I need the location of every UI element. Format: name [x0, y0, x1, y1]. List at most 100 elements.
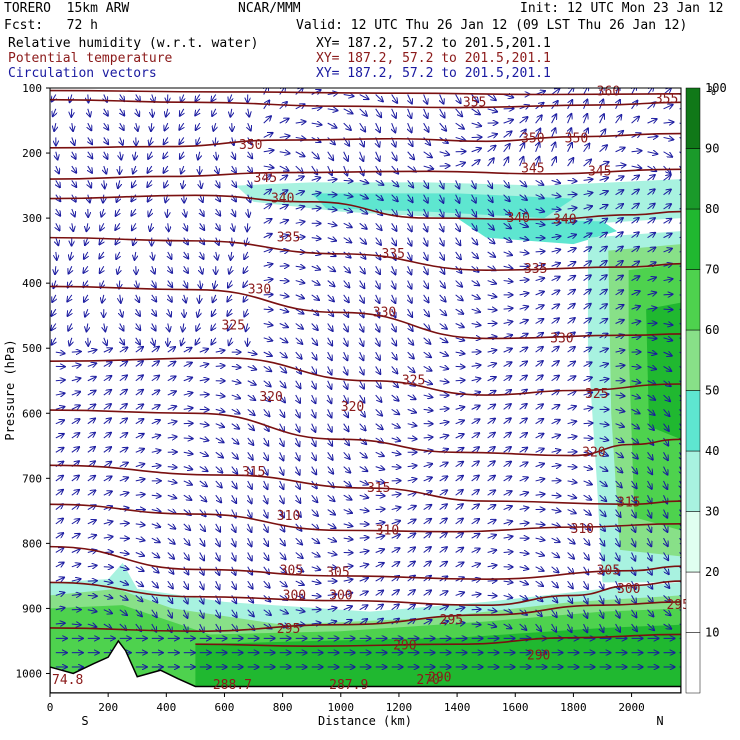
circulation-vector: [83, 265, 87, 273]
circulation-vector: [312, 366, 316, 374]
circulation-vector: [567, 235, 576, 238]
theta-label: 320: [259, 390, 282, 405]
circulation-vector: [295, 266, 305, 267]
y-tick-label: 200: [22, 147, 42, 160]
circulation-vector: [456, 223, 460, 231]
circulation-vector: [631, 291, 640, 295]
circulation-vector: [407, 323, 413, 330]
circulation-vector: [231, 366, 241, 367]
circulation-vector: [195, 94, 199, 102]
circulation-vector: [567, 452, 577, 453]
colorbar-swatch: [685, 390, 701, 452]
circulation-vector: [56, 251, 57, 260]
circulation-vector: [551, 209, 561, 210]
circulation-vector: [583, 348, 592, 353]
circulation-vector: [391, 151, 397, 161]
circulation-vector: [279, 338, 288, 343]
circulation-vector: [163, 151, 168, 159]
circulation-vector: [535, 361, 543, 367]
circulation-vector: [168, 265, 172, 273]
circulation-vector: [471, 108, 480, 115]
circulation-vector: [86, 323, 87, 331]
circulation-vector: [520, 157, 524, 167]
circulation-vector: [151, 361, 159, 367]
circulation-vector: [615, 275, 623, 281]
circulation-vector: [407, 366, 415, 372]
circulation-vector: [344, 380, 348, 389]
circulation-vector: [408, 208, 412, 217]
circulation-vector: [631, 276, 640, 280]
circulation-vector: [423, 122, 429, 132]
theta-label: 320: [341, 400, 364, 415]
circulation-vector: [135, 361, 143, 367]
circulation-vector: [599, 233, 607, 239]
circulation-vector: [263, 264, 273, 266]
circulation-vector: [535, 347, 543, 353]
theta-label: 325: [222, 318, 245, 333]
theta-label: 355: [655, 92, 678, 107]
circulation-vector: [263, 116, 271, 124]
circulation-vector: [103, 376, 112, 382]
circulation-vector: [200, 180, 202, 188]
circulation-vector: [344, 323, 348, 331]
circulation-vector: [391, 394, 399, 401]
circulation-vector: [519, 130, 526, 138]
circulation-vector: [375, 180, 384, 185]
circulation-vector: [199, 379, 209, 381]
circulation-vector: [599, 364, 609, 367]
theta-label: 330: [373, 305, 396, 320]
circulation-vector: [471, 265, 479, 272]
circulation-vector: [68, 323, 72, 330]
circulation-vector: [391, 366, 398, 373]
circulation-vector: [152, 266, 155, 273]
circulation-vector: [471, 160, 480, 167]
circulation-vector: [200, 208, 204, 216]
circulation-vector: [647, 247, 656, 251]
circulation-vector: [344, 394, 348, 403]
circulation-vector: [52, 294, 56, 302]
circulation-vector: [599, 290, 607, 296]
circulation-vector: [231, 381, 241, 383]
circulation-vector: [487, 580, 497, 581]
circulation-vector: [551, 277, 560, 281]
colorbar-swatch: [685, 87, 701, 149]
circulation-vector: [184, 309, 185, 317]
theta-label: 335: [277, 231, 300, 246]
y-tick-label: 900: [22, 602, 42, 615]
theta-label: 305: [280, 564, 303, 579]
circulation-vector: [327, 122, 337, 128]
circulation-vector: [168, 223, 169, 231]
circulation-vector: [88, 151, 93, 159]
theta-label: 315: [617, 495, 640, 510]
circulation-vector: [487, 350, 497, 352]
circulation-vector: [471, 309, 481, 312]
circulation-vector: [211, 94, 215, 102]
x-end-label-left: S: [81, 714, 88, 728]
circulation-vector: [631, 189, 639, 196]
circulation-vector: [52, 337, 56, 345]
circulation-vector: [295, 337, 303, 344]
circulation-vector: [71, 108, 72, 117]
circulation-vector: [87, 404, 96, 410]
circulation-vector: [247, 223, 248, 231]
circulation-vector: [440, 180, 444, 188]
circulation-vector: [408, 294, 412, 303]
circulation-vector: [168, 294, 172, 302]
circulation-vector: [583, 289, 591, 296]
circulation-vector: [615, 261, 623, 267]
circulation-vector: [631, 261, 640, 267]
theta-label: 310: [277, 509, 300, 524]
circulation-vector: [407, 409, 416, 412]
circulation-vector: [56, 208, 60, 216]
y-tick-label: 600: [22, 407, 42, 420]
circulation-vector: [583, 392, 593, 395]
circulation-vector: [152, 337, 155, 346]
circulation-vector: [456, 237, 461, 246]
circulation-vector: [84, 294, 88, 302]
x-tick-label: 2000: [618, 701, 645, 714]
circulation-vector: [519, 361, 527, 367]
circulation-vector: [295, 206, 305, 209]
circulation-vector: [503, 349, 512, 353]
circulation-vector: [647, 381, 656, 385]
colorbar-tick-label: 20: [705, 565, 719, 579]
